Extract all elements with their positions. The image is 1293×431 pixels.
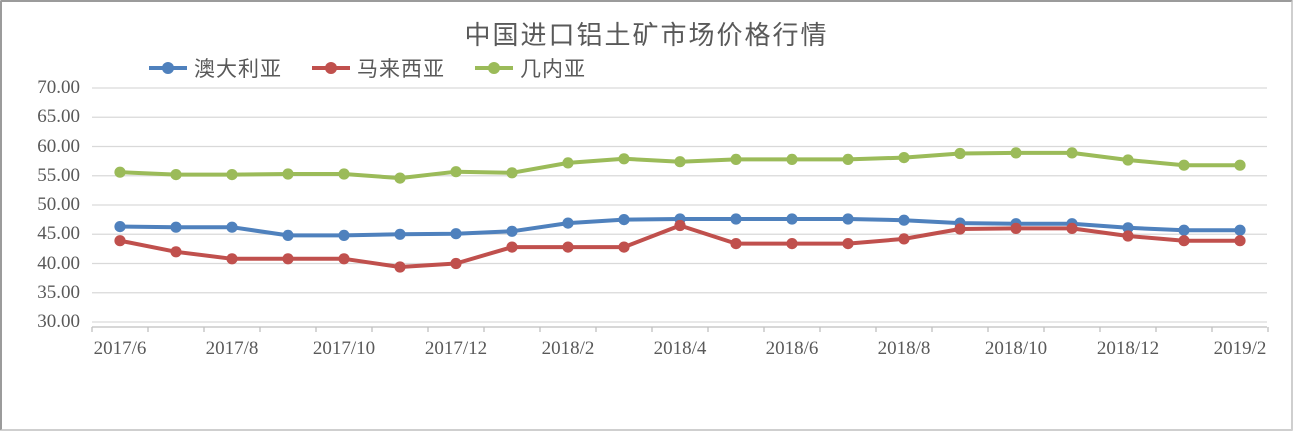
y-axis-label: 60.00 xyxy=(37,135,80,157)
data-point-australia xyxy=(170,221,182,233)
data-point-australia xyxy=(562,217,574,229)
data-point-malaysia xyxy=(170,246,182,258)
data-point-guinea xyxy=(1066,147,1078,159)
legend-marker-australia-icon xyxy=(149,62,187,74)
data-point-malaysia xyxy=(282,253,294,265)
x-axis-label: 2019/2 xyxy=(1213,338,1267,359)
data-point-guinea xyxy=(786,153,798,165)
data-point-guinea xyxy=(506,167,518,179)
x-axis-label: 2018/6 xyxy=(765,338,819,359)
data-point-malaysia xyxy=(674,219,686,232)
chart-title: 中国进口铝土矿市场价格行情 xyxy=(464,21,829,50)
data-point-guinea xyxy=(282,168,294,180)
data-point-australia xyxy=(450,228,462,240)
data-point-australia xyxy=(730,213,742,225)
legend-item-guinea: 几内亚 xyxy=(475,53,586,83)
data-point-malaysia xyxy=(450,257,462,270)
data-point-guinea xyxy=(898,152,910,164)
data-point-malaysia xyxy=(898,233,910,245)
y-axis-label: 70.00 xyxy=(37,77,80,98)
data-point-malaysia xyxy=(730,238,742,250)
legend-label-malaysia: 马来西亚 xyxy=(357,57,445,81)
data-point-australia xyxy=(226,221,238,233)
data-point-guinea xyxy=(226,169,238,181)
data-point-guinea xyxy=(450,166,462,178)
x-axis-label: 2018/10 xyxy=(984,338,1048,359)
data-point-malaysia xyxy=(842,238,854,250)
data-point-malaysia xyxy=(562,241,574,253)
data-point-guinea xyxy=(338,168,350,180)
data-point-malaysia xyxy=(954,223,966,235)
data-point-guinea xyxy=(394,172,406,184)
data-point-australia xyxy=(338,229,350,241)
data-point-malaysia xyxy=(506,241,518,253)
y-axis-label: 65.00 xyxy=(37,106,80,128)
data-point-guinea xyxy=(1178,159,1190,171)
data-point-guinea xyxy=(1010,147,1022,159)
data-point-australia xyxy=(282,229,294,241)
x-axis-label: 2017/12 xyxy=(424,338,488,359)
x-axis-label: 2017/6 xyxy=(93,338,147,359)
data-point-malaysia xyxy=(1178,235,1190,247)
data-point-australia xyxy=(1178,224,1190,236)
data-point-guinea xyxy=(842,153,854,165)
data-point-australia xyxy=(1122,222,1134,234)
x-axis-label: 2017/8 xyxy=(205,338,259,359)
data-point-australia xyxy=(786,213,798,225)
x-axis-label: 2018/4 xyxy=(653,338,707,359)
data-point-malaysia xyxy=(1066,222,1078,234)
x-axis-label: 2018/2 xyxy=(541,338,595,359)
data-point-guinea xyxy=(170,169,182,181)
data-point-guinea xyxy=(618,153,630,165)
legend-label-guinea: 几内亚 xyxy=(520,57,586,81)
data-point-guinea xyxy=(1122,154,1134,166)
x-axis-label: 2017/10 xyxy=(312,338,376,359)
data-point-malaysia xyxy=(394,261,406,273)
legend-marker-malaysia-icon xyxy=(312,62,350,74)
data-point-malaysia xyxy=(786,238,798,250)
data-point-guinea xyxy=(954,147,966,160)
data-point-malaysia xyxy=(1010,222,1022,234)
data-point-guinea xyxy=(730,153,742,165)
x-axis-label: 2018/12 xyxy=(1096,338,1160,359)
data-point-guinea xyxy=(674,156,686,168)
data-point-guinea xyxy=(562,157,574,169)
data-point-malaysia xyxy=(1234,235,1246,247)
data-point-malaysia xyxy=(1122,230,1134,242)
legend-item-malaysia: 马来西亚 xyxy=(312,53,445,83)
data-point-australia xyxy=(618,214,630,226)
y-axis-label: 45.00 xyxy=(37,223,80,245)
y-axis-label: 50.00 xyxy=(37,194,80,215)
data-point-guinea xyxy=(1234,159,1246,171)
y-axis-label: 35.00 xyxy=(37,281,80,303)
data-point-australia xyxy=(506,225,518,237)
chart-legend: 澳大利亚 马来西亚 几内亚 xyxy=(149,53,586,83)
x-axis-label: 2018/8 xyxy=(877,338,931,359)
y-axis-label: 55.00 xyxy=(37,164,80,186)
data-point-guinea xyxy=(114,166,126,178)
y-axis-label: 30.00 xyxy=(37,311,80,332)
data-point-australia xyxy=(842,213,854,225)
data-point-malaysia xyxy=(618,241,630,253)
legend-label-australia: 澳大利亚 xyxy=(194,57,282,81)
data-point-australia xyxy=(1234,224,1246,236)
data-point-malaysia xyxy=(338,253,350,265)
data-point-malaysia xyxy=(226,253,238,265)
y-axis-label: 40.00 xyxy=(37,252,80,274)
data-point-australia xyxy=(114,221,126,233)
legend-marker-guinea-icon xyxy=(475,62,513,74)
legend-item-australia: 澳大利亚 xyxy=(149,53,282,83)
data-point-malaysia xyxy=(114,235,126,247)
data-point-australia xyxy=(394,228,406,240)
data-point-australia xyxy=(898,214,910,226)
